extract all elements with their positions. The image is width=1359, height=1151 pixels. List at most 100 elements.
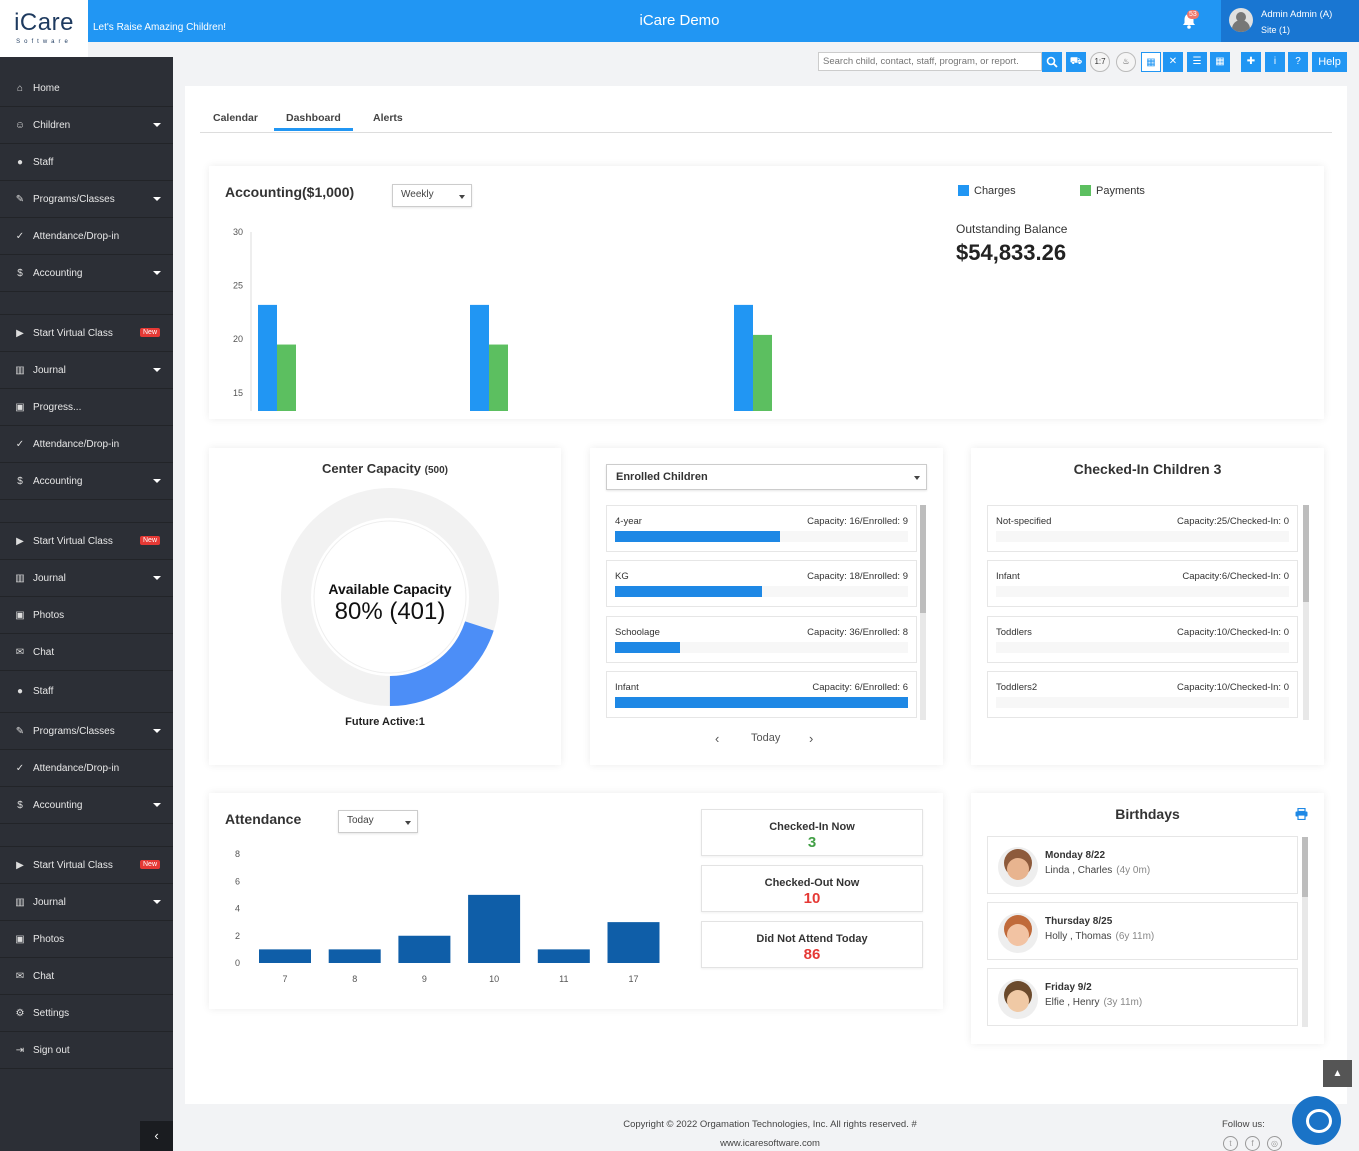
charges-bar[interactable] bbox=[470, 304, 489, 411]
attendance-bar[interactable] bbox=[537, 949, 590, 963]
ratio-button[interactable]: 1:7 bbox=[1090, 52, 1110, 72]
attendance-stat-box[interactable]: Checked-Out Now 10 bbox=[701, 865, 923, 912]
sidebar-item-attendance-drop-in[interactable]: ✓ Attendance/Drop-in bbox=[0, 426, 173, 463]
checked-in-bar bbox=[996, 531, 1289, 542]
checked-in-row[interactable]: Not-specified Capacity:25/Checked-In: 0 bbox=[987, 505, 1298, 552]
sidebar-item-children[interactable]: ☺ Children bbox=[0, 107, 173, 144]
child-photo bbox=[998, 913, 1038, 953]
sidebar-item-journal[interactable]: ▥ Journal bbox=[0, 884, 173, 921]
calendar-button[interactable]: ▦ bbox=[1141, 52, 1161, 72]
instagram-icon[interactable]: ◎ bbox=[1267, 1136, 1282, 1151]
print-icon[interactable] bbox=[1295, 808, 1308, 820]
prev-day-button[interactable]: ‹ bbox=[715, 731, 720, 746]
sidebar-item-start-virtual-class[interactable]: ▶ Start Virtual Class New bbox=[0, 847, 173, 884]
sidebar-item-home[interactable]: ⌂ Home bbox=[0, 70, 173, 107]
twitter-icon[interactable]: t bbox=[1223, 1136, 1238, 1151]
user-icon: ● bbox=[16, 686, 24, 697]
attendance-stat-box[interactable]: Did Not Attend Today 86 bbox=[701, 921, 923, 968]
enrolled-select[interactable]: Enrolled Children bbox=[606, 464, 927, 490]
sidebar-item-accounting[interactable]: $ Accounting bbox=[0, 463, 173, 500]
tab-alerts[interactable]: Alerts bbox=[373, 112, 403, 124]
payments-bar[interactable] bbox=[489, 344, 508, 411]
close-tools-button[interactable]: ✕ bbox=[1163, 52, 1183, 72]
charges-bar[interactable] bbox=[258, 304, 277, 411]
sidebar-item-start-virtual-class[interactable]: ▶ Start Virtual Class New bbox=[0, 523, 173, 560]
site-selector[interactable]: Site (1) bbox=[1261, 25, 1291, 35]
enrolled-row[interactable]: Infant Capacity: 6/Enrolled: 6 bbox=[606, 671, 917, 718]
sidebar-item-progress[interactable]: ▣ Progress... bbox=[0, 389, 173, 426]
add-user-button[interactable]: ✚ bbox=[1241, 52, 1261, 72]
attendance-bar[interactable] bbox=[259, 949, 311, 963]
image-icon: ▣ bbox=[15, 401, 25, 413]
checked-in-row[interactable]: Toddlers Capacity:10/Checked-In: 0 bbox=[987, 616, 1298, 663]
sidebar-item-chat[interactable]: ✉ Chat bbox=[0, 634, 173, 671]
sidebar-item-staff[interactable]: ● Staff bbox=[0, 144, 173, 181]
attendance-bar[interactable] bbox=[607, 922, 660, 963]
facebook-icon[interactable]: f bbox=[1245, 1136, 1260, 1151]
sidebar-item-journal[interactable]: ▥ Journal bbox=[0, 352, 173, 389]
drop-button[interactable]: ♨ bbox=[1116, 52, 1136, 72]
charges-bar[interactable] bbox=[734, 304, 753, 411]
sidebar-item-photos[interactable]: ▣ Photos bbox=[0, 597, 173, 634]
sidebar-item-label: Programs/Classes bbox=[33, 193, 115, 205]
search-button[interactable] bbox=[1042, 52, 1062, 72]
info-button[interactable]: i bbox=[1265, 52, 1285, 72]
payments-bar[interactable] bbox=[277, 344, 296, 411]
enrolled-row[interactable]: 4-year Capacity: 16/Enrolled: 9 bbox=[606, 505, 917, 552]
sidebar-item-settings[interactable]: ⚙ Settings bbox=[0, 995, 173, 1032]
checked-in-row[interactable]: Toddlers2 Capacity:10/Checked-In: 0 bbox=[987, 671, 1298, 718]
sidebar-item-accounting[interactable]: $ Accounting bbox=[0, 787, 173, 824]
scroll-to-top-button[interactable]: ▲ bbox=[1323, 1060, 1352, 1087]
enrollment-bar-fill bbox=[615, 586, 762, 597]
user-menu[interactable]: Admin Admin (A) Site (1) bbox=[1221, 0, 1359, 42]
attendance-bar[interactable] bbox=[468, 894, 521, 963]
sidebar-item-accounting[interactable]: $ Accounting bbox=[0, 255, 173, 292]
payments-bar[interactable] bbox=[753, 334, 772, 411]
chat-widget-button[interactable] bbox=[1292, 1096, 1341, 1145]
sidebar-item-programs-classes[interactable]: ✎ Programs/Classes bbox=[0, 181, 173, 218]
website-link[interactable]: www.icaresoftware.com bbox=[720, 1138, 820, 1149]
attendance-period-select[interactable]: Today bbox=[338, 810, 418, 833]
enrolled-row[interactable]: Schoolage Capacity: 36/Enrolled: 8 bbox=[606, 616, 917, 663]
sidebar-item-attendance-drop-in[interactable]: ✓ Attendance/Drop-in bbox=[0, 218, 173, 255]
birthday-row[interactable]: Friday 9/2 Elfie , Henry (3y 11m) bbox=[987, 968, 1298, 1026]
capacity-donut bbox=[281, 488, 499, 706]
accounting-period-select[interactable]: Weekly bbox=[392, 184, 472, 207]
grid-button[interactable]: ▦ bbox=[1210, 52, 1230, 72]
child-age: (3y 11m) bbox=[1103, 997, 1143, 1008]
birthdays-scrollbar[interactable] bbox=[1302, 837, 1308, 1027]
birthday-row[interactable]: Thursday 8/25 Holly , Thomas (6y 11m) bbox=[987, 902, 1298, 960]
sidebar-item-journal[interactable]: ▥ Journal bbox=[0, 560, 173, 597]
payments-legend-swatch bbox=[1080, 185, 1091, 196]
question-button[interactable]: ? bbox=[1288, 52, 1308, 72]
reports-button[interactable]: ☰ bbox=[1187, 52, 1207, 72]
attendance-stat-box[interactable]: Checked-In Now 3 bbox=[701, 809, 923, 856]
y-tick-label: 30 bbox=[233, 227, 243, 237]
enrolled-row[interactable]: KG Capacity: 18/Enrolled: 9 bbox=[606, 560, 917, 607]
available-capacity-label: Available Capacity bbox=[328, 581, 452, 597]
attendance-bar[interactable] bbox=[328, 949, 381, 963]
cart-button[interactable]: ⛟ bbox=[1066, 52, 1086, 72]
checked-in-row[interactable]: Infant Capacity:6/Checked-In: 0 bbox=[987, 560, 1298, 607]
tab-calendar[interactable]: Calendar bbox=[213, 112, 258, 124]
sidebar-item-chat[interactable]: ✉ Chat bbox=[0, 958, 173, 995]
sidebar-item-start-virtual-class[interactable]: ▶ Start Virtual Class New bbox=[0, 315, 173, 352]
stat-label: Checked-Out Now bbox=[764, 877, 860, 889]
sidebar-item-sign-out[interactable]: ⇥ Sign out bbox=[0, 1032, 173, 1069]
next-day-button[interactable]: › bbox=[809, 731, 814, 746]
enrolled-scrollbar[interactable] bbox=[920, 505, 926, 720]
collapse-sidebar-button[interactable]: ‹ bbox=[140, 1121, 173, 1151]
checked-in-scrollbar[interactable] bbox=[1303, 505, 1309, 720]
logo[interactable]: iCare Software bbox=[0, 0, 88, 57]
tab-dashboard[interactable]: Dashboard bbox=[274, 108, 353, 131]
sidebar-item-staff[interactable]: ● Staff bbox=[0, 671, 173, 713]
follow-us-label: Follow us: bbox=[1222, 1119, 1265, 1130]
sidebar-item-photos[interactable]: ▣ Photos bbox=[0, 921, 173, 958]
birthday-row[interactable]: Monday 8/22 Linda , Charles (4y 0m) bbox=[987, 836, 1298, 894]
search-input[interactable] bbox=[818, 52, 1042, 71]
help-button[interactable]: Help bbox=[1312, 52, 1347, 72]
sidebar-item-label: Settings bbox=[33, 1007, 70, 1019]
sidebar-item-programs-classes[interactable]: ✎ Programs/Classes bbox=[0, 713, 173, 750]
attendance-bar[interactable] bbox=[398, 935, 451, 963]
sidebar-item-attendance-drop-in[interactable]: ✓ Attendance/Drop-in bbox=[0, 750, 173, 787]
